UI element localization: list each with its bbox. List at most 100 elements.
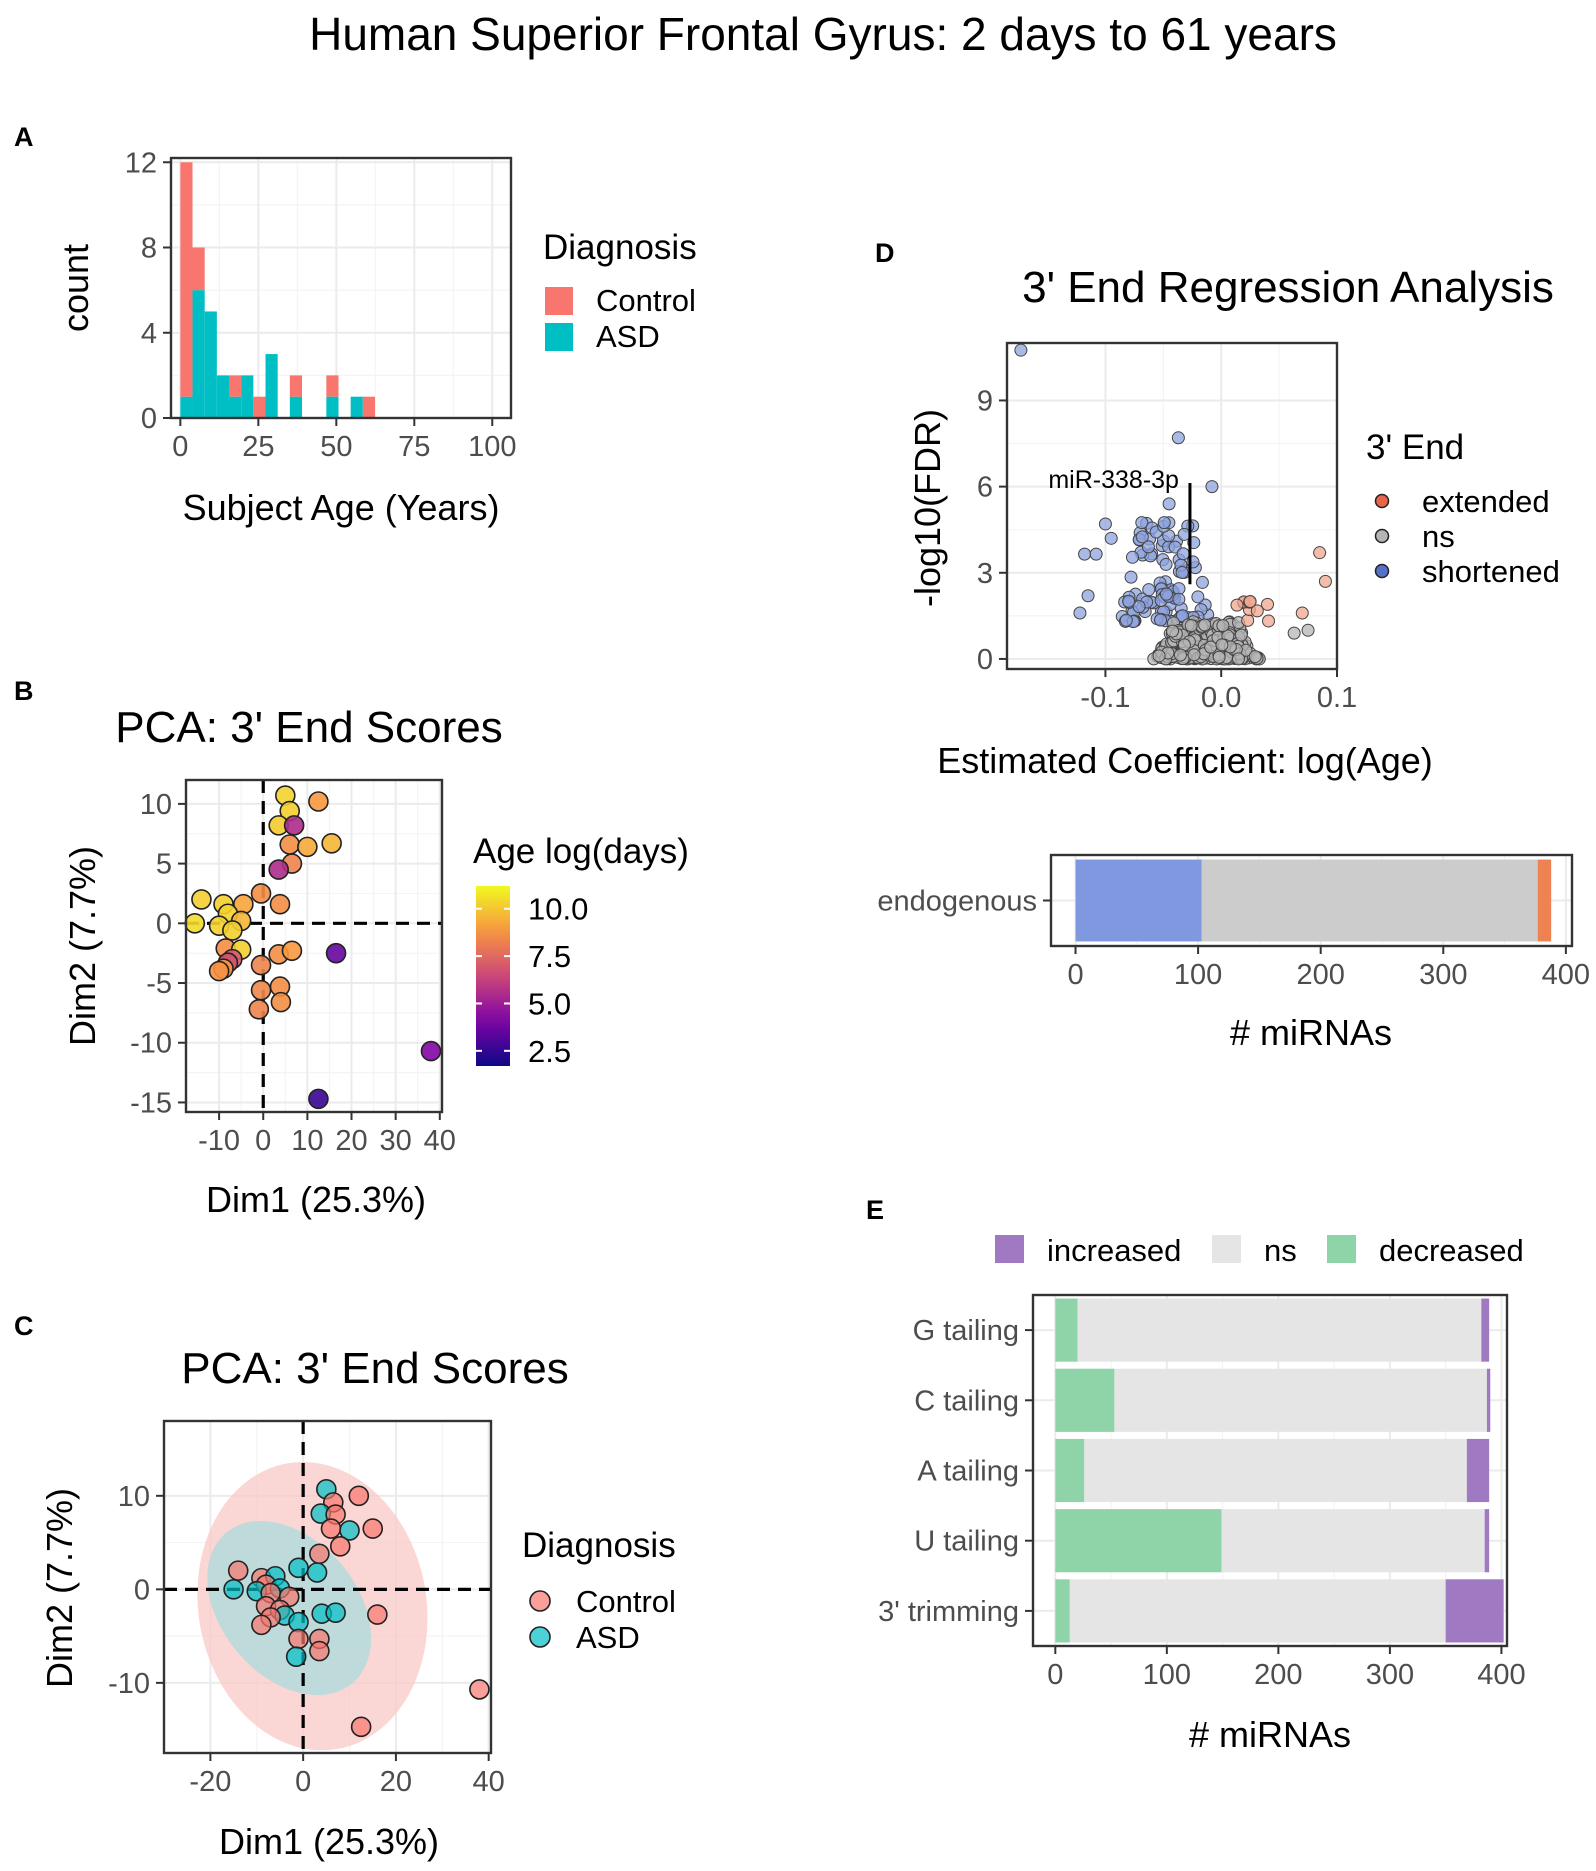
hist-bar-asd: [204, 311, 217, 418]
volcano-point-ns: [1198, 618, 1212, 632]
hist-plot-background: [171, 158, 511, 418]
tailing-bar-ns: [1077, 1298, 1482, 1362]
pca-dx-point-asd: [288, 1557, 309, 1579]
pca-dx-y-tick-label: 0: [134, 1574, 150, 1606]
tailing-bar-decreased: [1055, 1368, 1115, 1432]
volcano-point-extended: [1295, 606, 1309, 620]
pca-dx-legend-title: Diagnosis: [522, 1526, 676, 1565]
pca-age-point: [222, 920, 243, 941]
panel-e-tailing-bars: G tailing C tailing A tailing U tailing 3' t…: [878, 1233, 1526, 1755]
pca-dx-point-control: [469, 1679, 490, 1700]
hist-bar-asd: [216, 375, 230, 418]
endogenous-x-tick-label: 0: [1067, 959, 1083, 991]
tailing-bar-decreased: [1055, 1438, 1085, 1503]
volcano-point-ns: [1184, 619, 1198, 633]
pca-dx-title: PCA: 3' End Scores: [181, 1344, 568, 1393]
volcano-point-shortened: [1125, 550, 1139, 564]
volcano-point-shortened: [1132, 600, 1146, 614]
hist-bar-asd: [229, 396, 242, 418]
volcano-point-extended: [1318, 574, 1332, 588]
tailing-bar-ns: [1221, 1509, 1485, 1573]
hist-bar-asd: [192, 290, 205, 418]
volcano-y-axis-title: -log10(FDR): [907, 409, 948, 607]
hist-bar-asd: [180, 396, 193, 418]
pca-age-point: [281, 940, 303, 962]
tailing-legend-label-increased: increased: [1047, 1233, 1181, 1268]
pca-age-y-tick-label: -10: [130, 1028, 172, 1060]
pca-age-point: [208, 960, 230, 982]
pca-dx-point-control: [350, 1716, 372, 1738]
volcano-point-extended: [1250, 604, 1264, 618]
volcano-point-extended: [1230, 598, 1244, 612]
pca-dx-legend-key-control: [529, 1590, 551, 1612]
volcano-x-tick-label: 0.0: [1201, 682, 1241, 714]
tailing-bar-decreased: [1055, 1579, 1070, 1643]
panel-letter-e: E: [866, 1195, 884, 1225]
endogenous-bar-ns: [1201, 859, 1538, 942]
endogenous-bar-extended: [1537, 859, 1552, 942]
volcano-point-shortened: [1159, 557, 1173, 571]
volcano-y-tick-label: 6: [977, 472, 993, 504]
panel-letter-a: A: [14, 122, 34, 152]
pca-age-colorbar-label: 2.5: [528, 1034, 571, 1069]
pca-dx-point-asd: [306, 1562, 328, 1583]
tailing-bar-increased: [1466, 1438, 1490, 1503]
tailing-legend-key-ns: [1212, 1235, 1241, 1263]
volcano-x-axis-title: Estimated Coefficient: log(Age): [937, 740, 1433, 781]
pca-age-point: [325, 942, 347, 964]
tailing-category-label: A tailing: [917, 1456, 1019, 1488]
hist-y-tick-label: 12: [125, 147, 157, 179]
hist-bar-control: [362, 396, 375, 418]
volcano-point-shortened: [1124, 570, 1138, 584]
volcano-point-extended: [1313, 546, 1327, 560]
volcano-point-shortened: [1078, 547, 1092, 561]
pca-age-point: [269, 893, 291, 915]
pca-age-title: PCA: 3' End Scores: [115, 703, 502, 752]
pca-dx-point-asd: [285, 1646, 307, 1667]
volcano-x-tick-label: 0.1: [1317, 682, 1357, 714]
hist-x-tick-label: 50: [320, 431, 352, 463]
pca-age-point: [308, 1088, 329, 1110]
tailing-x-tick-label: 300: [1366, 1659, 1414, 1691]
volcano-point-extended: [1262, 614, 1276, 628]
pca-dx-y-tick-label: -10: [108, 1668, 150, 1700]
pca-age-x-tick-label: 20: [335, 1125, 367, 1157]
hist-legend-label-asd: ASD: [596, 319, 660, 354]
volcano-point-shortened: [1073, 606, 1087, 620]
endogenous-x-tick-label: 400: [1542, 959, 1590, 991]
tailing-category-label: U tailing: [914, 1526, 1019, 1558]
volcano-point-shortened: [1141, 540, 1155, 554]
volcano-point-shortened: [1177, 527, 1191, 541]
figure-title: Human Superior Frontal Gyrus: 2 days to …: [309, 8, 1337, 60]
volcano-legend-label-ns: ns: [1422, 519, 1455, 554]
tailing-bar-increased: [1445, 1579, 1504, 1643]
volcano-legend-key-ns: [1374, 528, 1390, 544]
pca-dx-panel-border: [162, 1419, 493, 1755]
panel-b-pca-age: -10 0 10 20 30 40 -15 -10 -5 0 5 10 PCA: 3' End Scor…: [62, 703, 689, 1220]
pca-dx-x-axis-title: Dim1 (25.3%): [219, 1821, 439, 1862]
endogenous-category-label: endogenous: [877, 886, 1037, 918]
pca-dx-legend-label-asd: ASD: [576, 1620, 640, 1655]
pca-dx-y-tick-label: 10: [118, 1481, 150, 1513]
hist-x-axis-title: Subject Age (Years): [183, 487, 500, 528]
volcano-point-ns: [1287, 626, 1301, 640]
volcano-point-ns: [1301, 623, 1315, 637]
volcano-point-ns: [1173, 648, 1187, 662]
volcano-point-ns: [1152, 649, 1166, 663]
volcano-legend-title: 3' End: [1366, 428, 1464, 467]
tailing-legend-key-decreased: [1327, 1235, 1356, 1263]
hist-legend-title: Diagnosis: [543, 228, 697, 267]
pca-age-y-axis-title: Dim2 (7.7%): [62, 846, 103, 1046]
hist-x-tick-label: 100: [468, 431, 516, 463]
volcano-point-shortened: [1162, 497, 1176, 511]
tailing-x-tick-label: 0: [1047, 1659, 1063, 1691]
volcano-point-ns: [1187, 648, 1201, 662]
hist-y-axis-title: count: [55, 244, 96, 332]
volcano-point-shortened: [1098, 517, 1112, 531]
pca-age-y-tick-label: 0: [156, 908, 172, 940]
volcano-point-shortened: [1195, 575, 1209, 589]
tailing-bar-increased: [1481, 1298, 1490, 1362]
tailing-bar-ns: [1069, 1579, 1446, 1643]
pca-dx-point-control: [288, 1628, 309, 1650]
pca-age-point: [420, 1040, 442, 1062]
